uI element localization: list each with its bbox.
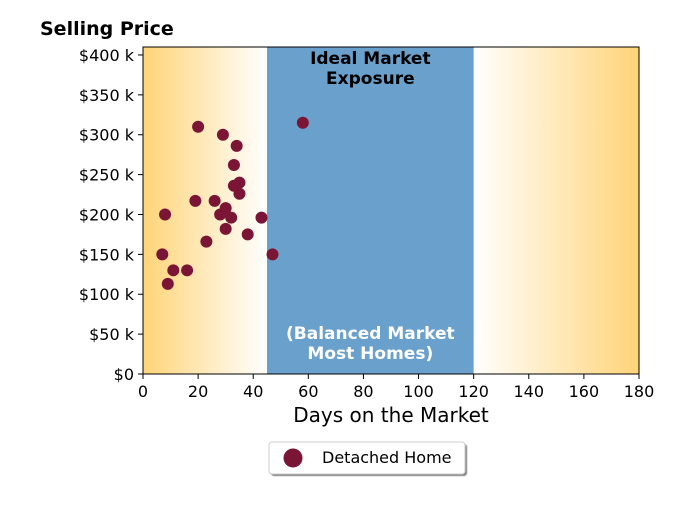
x-tick-label: 160 xyxy=(569,382,600,401)
data-point xyxy=(167,264,180,277)
x-tick-label: 120 xyxy=(458,382,489,401)
x-tick-label: 180 xyxy=(624,382,655,401)
x-tick-label: 20 xyxy=(188,382,208,401)
legend: Detached Home xyxy=(268,441,466,475)
data-point xyxy=(225,211,238,224)
x-tick-label: 40 xyxy=(243,382,263,401)
y-tick-label: $50 k xyxy=(89,325,135,344)
data-point xyxy=(200,235,213,248)
legend-label: Detached Home xyxy=(322,448,452,467)
data-point xyxy=(208,194,221,207)
data-point xyxy=(230,139,243,152)
data-point xyxy=(159,208,172,221)
x-tick-label: 60 xyxy=(298,382,318,401)
y-axis: $0 $50 k $100 k $150 k $200 k $250 k $300 k $35… xyxy=(79,46,143,384)
legend-marker xyxy=(283,448,303,468)
data-point xyxy=(181,264,194,277)
data-point xyxy=(189,194,202,207)
ideal-zone-title-line1: Ideal Market xyxy=(310,49,431,69)
data-point xyxy=(216,128,229,141)
data-point xyxy=(296,116,309,129)
data-point xyxy=(219,222,232,235)
data-point xyxy=(161,277,174,290)
data-point xyxy=(255,211,268,224)
y-tick-label: $200 k xyxy=(79,205,135,224)
x-tick-label: 140 xyxy=(514,382,545,401)
ideal-zone-sub-line2: Most Homes) xyxy=(307,344,433,364)
y-tick-label: $0 xyxy=(114,365,134,384)
x-tick-label: 0 xyxy=(138,382,148,401)
x-axis: 0 20 40 60 80 100 120 140 160 180 xyxy=(138,374,654,401)
data-point xyxy=(227,159,240,172)
ideal-market-zone xyxy=(267,47,474,374)
ideal-zone-sub-line1: (Balanced Market xyxy=(286,324,455,344)
y-tick-label: $350 k xyxy=(79,86,135,105)
data-point xyxy=(233,187,246,200)
plot-frame xyxy=(142,46,640,375)
ideal-zone-title-line2: Exposure xyxy=(326,69,415,89)
data-point xyxy=(241,228,254,241)
y-tick-label: $150 k xyxy=(79,245,135,264)
y-axis-title: Selling Price xyxy=(40,18,174,40)
y-tick-label: $250 k xyxy=(79,166,135,185)
x-tick-label: 80 xyxy=(353,382,373,401)
y-tick-label: $400 k xyxy=(79,46,135,65)
x-tick-label: 100 xyxy=(403,382,434,401)
data-point xyxy=(233,176,246,189)
data-points xyxy=(156,116,309,290)
x-axis-title: Days on the Market xyxy=(293,403,489,427)
y-tick-label: $100 k xyxy=(79,285,135,304)
right-gradient-zone xyxy=(473,47,639,374)
data-point xyxy=(219,202,232,215)
data-point xyxy=(192,120,205,133)
data-point xyxy=(266,248,279,261)
data-point xyxy=(156,248,169,261)
y-tick-label: $300 k xyxy=(79,126,135,145)
